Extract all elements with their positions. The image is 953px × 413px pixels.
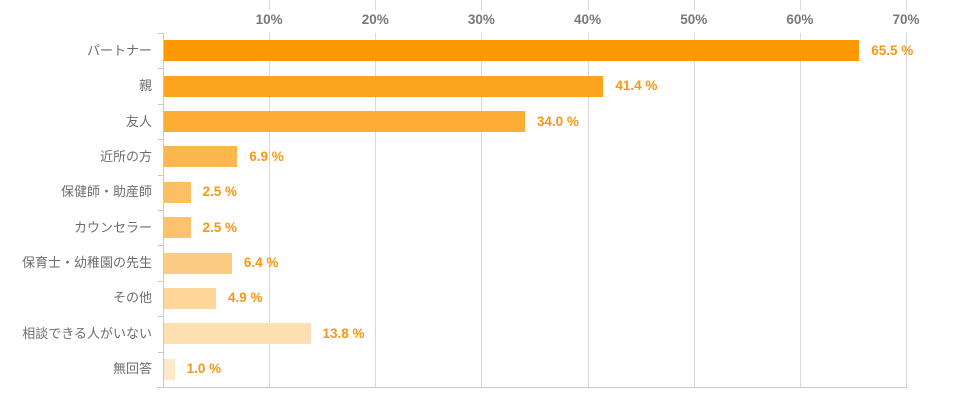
value-label: 65.5 % [871,43,914,58]
y-axis-tick [158,104,163,105]
x-axis-tick-label: 30% [467,12,495,27]
gridline [375,33,377,387]
category-label: 保健師・助産師 [60,184,152,199]
gridline-stub [375,0,377,10]
gridline [799,33,801,387]
bar [164,253,232,274]
value-label: 41.4 % [615,78,658,93]
category-label: 親 [138,78,152,93]
x-axis-tick-label: 70% [892,12,920,27]
value-label: 2.5 % [202,184,238,199]
gridline-stub [587,0,589,10]
bar [164,288,216,309]
gridline [693,33,695,387]
y-axis-tick [158,68,163,69]
x-axis-tick-label: 20% [361,12,389,27]
y-axis-tick [158,175,163,176]
gridline-stub [906,0,907,10]
value-label: 1.0 % [186,361,222,376]
value-label: 34.0 % [536,114,579,129]
category-label: 保育士・幼稚園の先生 [21,255,152,270]
gridline-stub [269,0,271,10]
category-label: 相談できる人がいない [22,326,152,341]
category-label: パートナー [86,43,152,58]
x-axis-tick-label: 10% [255,12,283,27]
category-label: 近所の方 [99,149,152,164]
y-axis-tick [158,281,163,282]
y-axis-tick [158,139,163,140]
bar [164,323,311,344]
value-label: 13.8 % [322,326,365,341]
category-label: 無回答 [112,361,152,376]
y-axis-line [163,33,164,387]
bar [164,76,604,97]
y-axis-tick [158,352,163,353]
y-axis-tick [158,316,163,317]
x-axis-tick-label: 50% [680,12,708,27]
gridline [481,33,483,387]
bar [164,40,860,61]
bar [164,111,525,132]
y-axis-tick [158,33,163,34]
x-axis-tick-label: 40% [574,12,602,27]
category-label: その他 [112,290,152,305]
gridline [587,33,589,387]
gridline [269,33,271,387]
gridline [906,33,907,387]
x-axis-line [157,387,907,388]
value-label: 6.4 % [243,255,279,270]
bar [164,359,175,380]
category-label: 友人 [125,114,152,129]
value-label: 6.9 % [249,149,284,164]
value-label: 4.9 % [228,290,263,305]
bar [164,146,238,167]
value-label: 2.5 % [202,220,238,235]
bar [164,217,191,238]
category-label: カウンセラー [73,220,152,235]
y-axis-tick [158,210,163,211]
bar [164,182,191,203]
gridline-stub [693,0,695,10]
y-axis-tick [158,245,163,246]
x-axis-tick-label: 60% [786,12,814,27]
gridline-stub [799,0,801,10]
gridline-stub [481,0,483,10]
